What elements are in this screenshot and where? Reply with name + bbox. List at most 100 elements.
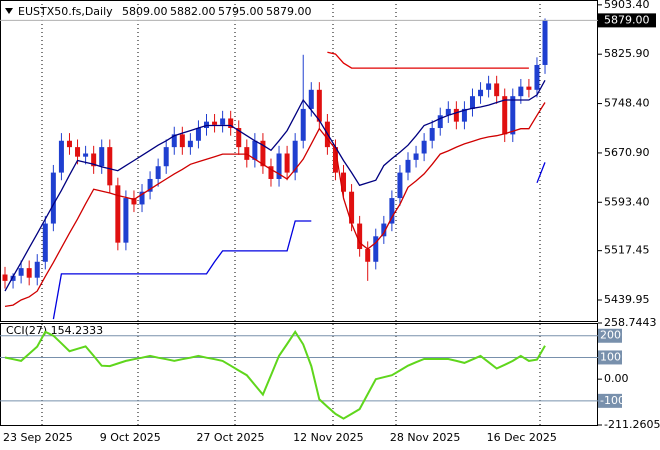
- candle-body: [429, 128, 435, 141]
- candle-body: [139, 191, 145, 205]
- candle-body: [478, 89, 484, 97]
- level-label: 200: [600, 329, 621, 342]
- y-tick-label: 5517.45: [604, 244, 650, 257]
- y-tick-label: 5439.95: [604, 293, 650, 306]
- candle-body: [397, 172, 403, 199]
- y-tick-label: -211.2605: [604, 418, 660, 431]
- candle-body: [163, 147, 169, 167]
- indicator-line: [327, 51, 529, 69]
- candle-body: [461, 108, 467, 122]
- candle-body: [373, 236, 379, 262]
- candle-body: [365, 249, 371, 262]
- y-tick-label: 258.7443: [604, 316, 657, 329]
- candle-body: [228, 118, 234, 129]
- candle-body: [26, 268, 32, 278]
- candle-body: [542, 20, 548, 65]
- candle-body: [413, 153, 419, 160]
- candle-body: [195, 128, 201, 141]
- candle-body: [316, 89, 322, 122]
- candle-body: [494, 83, 500, 97]
- last-price-box: [598, 13, 656, 28]
- candle-body: [453, 108, 459, 122]
- x-tick-label: 23 Sep 2025: [3, 431, 73, 444]
- candle-body: [389, 198, 395, 224]
- candle-body: [534, 64, 540, 90]
- indicator-line: [52, 162, 546, 320]
- candle-body: [115, 185, 121, 243]
- last-price-label: 5879.00: [604, 13, 650, 26]
- indicator-line: [4, 79, 546, 292]
- candle-body: [341, 172, 347, 192]
- x-tick-label: 28 Nov 2025: [390, 431, 460, 444]
- candle-body: [260, 140, 266, 167]
- candle-body: [357, 223, 363, 250]
- candle-body: [131, 198, 137, 205]
- y-tick-label: 5903.40: [604, 0, 650, 11]
- candle-body: [107, 147, 113, 186]
- symbol: EUSTX50.fs,Daily: [18, 5, 113, 18]
- candle-body: [75, 147, 81, 157]
- candle-body: [34, 261, 40, 278]
- level-box: [598, 393, 622, 408]
- indicator-line: [4, 102, 546, 308]
- ohlc-high: 5882.00: [170, 5, 216, 18]
- candle-body: [292, 140, 298, 173]
- y-tick-label: 5825.90: [604, 47, 650, 60]
- candle-body: [284, 153, 290, 173]
- candle-body: [252, 140, 258, 160]
- level-label: 100: [600, 350, 621, 363]
- candle-body: [10, 275, 16, 281]
- candle-body: [486, 83, 492, 90]
- main-pane: [0, 0, 598, 322]
- ohlc-close: 5879.00: [266, 5, 312, 18]
- candle-body: [502, 96, 508, 135]
- candle-body: [187, 140, 193, 148]
- indicator-line: [4, 329, 546, 420]
- x-tick-label: 27 Oct 2025: [196, 431, 264, 444]
- candle-body: [179, 134, 185, 148]
- candle-body: [155, 166, 161, 179]
- y-tick-label: 5670.90: [604, 146, 650, 159]
- y-tick-label: 0.00: [604, 372, 629, 385]
- level-box: [598, 328, 622, 343]
- candle-body: [421, 140, 427, 154]
- candle-body: [405, 159, 411, 173]
- y-tick-label: 5593.40: [604, 195, 650, 208]
- candle-body: [308, 89, 314, 109]
- candle-body: [220, 118, 226, 125]
- candle-body: [204, 121, 209, 129]
- cci-label: CCI(27) 154.2333: [6, 324, 103, 337]
- candle-body: [147, 178, 153, 192]
- x-tick-label: 12 Nov 2025: [293, 431, 363, 444]
- candle-body: [99, 147, 105, 167]
- candle-body: [42, 223, 48, 262]
- menu-arrow: [5, 8, 13, 14]
- x-tick-label: 16 Dec 2025: [487, 431, 557, 444]
- y-tick-label: 5748.40: [604, 97, 650, 110]
- candle-body: [171, 134, 177, 148]
- candle-body: [381, 223, 387, 237]
- candle-body: [300, 108, 306, 141]
- candle-body: [268, 166, 274, 179]
- candle-body: [66, 140, 72, 148]
- candle-body: [349, 191, 355, 224]
- candle-body: [332, 147, 338, 173]
- candle-body: [18, 268, 24, 276]
- candle-body: [50, 172, 56, 224]
- candle-body: [91, 153, 97, 167]
- candle-body: [276, 153, 282, 179]
- candle-body: [2, 274, 8, 281]
- candle-body: [469, 96, 475, 109]
- candle-body: [526, 86, 532, 90]
- ohlc-open: 5809.00: [122, 5, 168, 18]
- candle-body: [437, 115, 443, 129]
- cci-pane: [0, 323, 598, 426]
- candle-body: [510, 96, 516, 135]
- level-box: [598, 350, 622, 365]
- candle-body: [212, 121, 218, 125]
- level-label: -100: [600, 394, 625, 407]
- candle-body: [518, 86, 524, 97]
- candle-body: [58, 140, 64, 173]
